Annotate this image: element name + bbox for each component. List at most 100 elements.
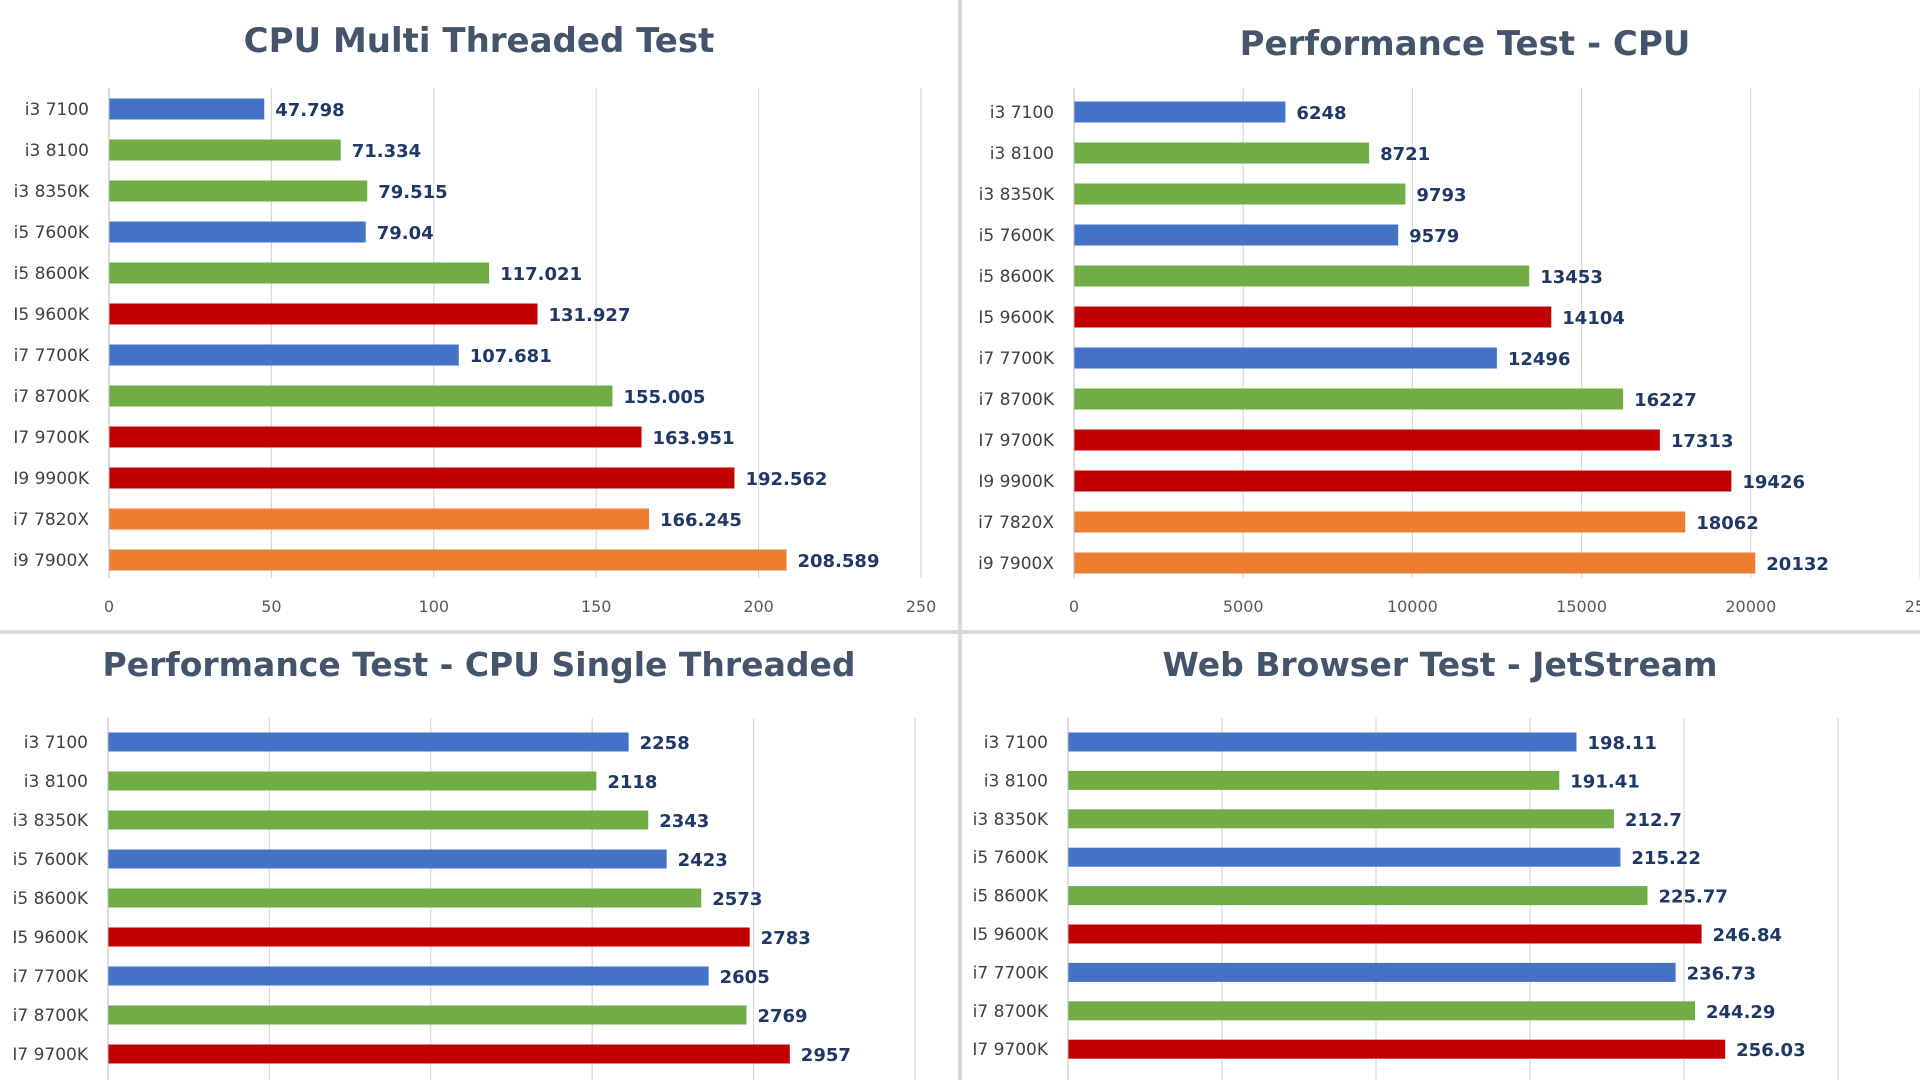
bar <box>109 262 490 284</box>
category-label: I9 9900K <box>13 469 89 489</box>
bar <box>109 508 649 530</box>
category-label: i5 8600K <box>14 264 90 284</box>
value-label: 16227 <box>1634 390 1697 411</box>
chart-panel-cpu-multi-threaded: CPU Multi Threaded Test 0 50 100 150 200 250 i3… <box>0 0 958 630</box>
x-tick-label: 15000 <box>1556 597 1607 616</box>
chart-title: CPU Multi Threaded Test <box>244 21 715 61</box>
category-label: I5 9600K <box>978 308 1054 328</box>
category-label: i9 7900X <box>13 551 89 571</box>
category-label: I5 9600K <box>12 928 88 948</box>
category-label: i7 7820X <box>978 513 1054 533</box>
bar <box>1074 388 1624 410</box>
value-label: 2783 <box>761 928 811 949</box>
bar <box>108 849 667 869</box>
category-label: i3 8350K <box>973 810 1049 830</box>
category-label: i5 7600K <box>973 848 1049 868</box>
category-label: I7 9700K <box>972 1040 1048 1060</box>
bar <box>109 549 787 571</box>
bar <box>1068 809 1614 829</box>
category-label: I7 9700K <box>13 428 89 448</box>
category-label: I5 9600K <box>972 925 1048 945</box>
chart-svg: CPU Multi Threaded Test 0 50 100 150 200 250 i3… <box>13 21 937 616</box>
category-label: i3 8100 <box>24 772 88 792</box>
value-label: 20132 <box>1766 554 1829 575</box>
bar <box>109 344 459 366</box>
value-label: 19426 <box>1742 472 1805 493</box>
category-label: i3 8100 <box>984 771 1048 791</box>
category-label: i7 7820X <box>13 510 89 530</box>
value-label: 47.798 <box>275 100 344 121</box>
value-label: 14104 <box>1562 308 1625 329</box>
bar <box>108 927 750 947</box>
bar <box>108 810 649 830</box>
category-label: I7 9700K <box>978 431 1054 451</box>
bar <box>1068 1039 1726 1059</box>
value-label: 2343 <box>659 811 709 832</box>
bar <box>108 1005 747 1025</box>
x-tick-label: 100 <box>419 597 450 616</box>
value-label: 18062 <box>1696 513 1759 534</box>
category-label: i7 7700K <box>973 963 1049 983</box>
value-label: 2118 <box>607 772 657 793</box>
category-label: I9 9900K <box>978 472 1054 492</box>
category-label: i3 7100 <box>990 103 1054 123</box>
bar <box>1074 429 1660 451</box>
category-label: i3 8350K <box>979 185 1055 205</box>
x-tick-label: 10000 <box>1387 597 1438 616</box>
bar <box>109 303 538 325</box>
x-tick-label: 5000 <box>1223 597 1264 616</box>
value-label: 2258 <box>640 733 690 754</box>
bar <box>109 98 265 120</box>
x-tick-label: 250 <box>906 597 937 616</box>
chart-panel-cpu-single-threaded: Performance Test - CPU Single Threaded i3… <box>0 634 958 1080</box>
value-label: 117.021 <box>500 264 582 285</box>
category-label: i5 7600K <box>14 223 90 243</box>
category-label: i5 8600K <box>973 887 1049 907</box>
category-label: i7 8700K <box>14 387 90 407</box>
value-label: 12496 <box>1508 349 1571 370</box>
value-label: 256.03 <box>1736 1040 1805 1061</box>
value-label: 192.562 <box>745 469 827 490</box>
value-label: 166.245 <box>660 510 742 531</box>
value-label: 9793 <box>1416 185 1466 206</box>
category-label: i5 8600K <box>979 267 1055 287</box>
x-tick-label: 250 <box>1905 597 1920 616</box>
bar <box>1068 886 1648 906</box>
category-label: i7 7700K <box>13 967 89 987</box>
bar <box>109 139 341 161</box>
value-label: 2957 <box>801 1045 851 1066</box>
value-label: 71.334 <box>352 141 421 162</box>
value-label: 198.11 <box>1587 733 1656 754</box>
value-label: 6248 <box>1296 103 1346 124</box>
bar <box>1074 511 1686 533</box>
bar <box>1074 265 1530 287</box>
x-tick-label: 0 <box>1069 597 1079 616</box>
bar <box>108 966 709 986</box>
category-label: i3 8350K <box>13 811 89 831</box>
category-label: I7 9700K <box>12 1045 88 1065</box>
category-label: i3 8100 <box>25 141 89 161</box>
value-label: 163.951 <box>653 428 735 449</box>
x-tick-label: 20000 <box>1725 597 1776 616</box>
value-label: 215.22 <box>1631 848 1700 869</box>
category-label: i3 7100 <box>24 733 88 753</box>
bar <box>109 221 366 243</box>
bar <box>108 888 702 908</box>
chart-title: Performance Test - CPU Single Threaded <box>103 645 856 684</box>
value-label: 246.84 <box>1713 925 1782 946</box>
bar <box>108 732 629 752</box>
bar <box>109 385 613 407</box>
bar <box>109 180 368 202</box>
value-label: 208.589 <box>797 551 879 572</box>
value-label: 244.29 <box>1706 1002 1775 1023</box>
value-label: 131.927 <box>548 305 630 326</box>
bar <box>1074 101 1286 123</box>
value-label: 225.77 <box>1658 887 1727 908</box>
bar <box>108 1044 790 1064</box>
category-label: i5 8600K <box>13 889 89 909</box>
value-label: 2605 <box>720 967 770 988</box>
value-label: 79.04 <box>377 223 434 244</box>
category-label: i7 8700K <box>973 1002 1049 1022</box>
x-tick-label: 0 <box>104 597 114 616</box>
